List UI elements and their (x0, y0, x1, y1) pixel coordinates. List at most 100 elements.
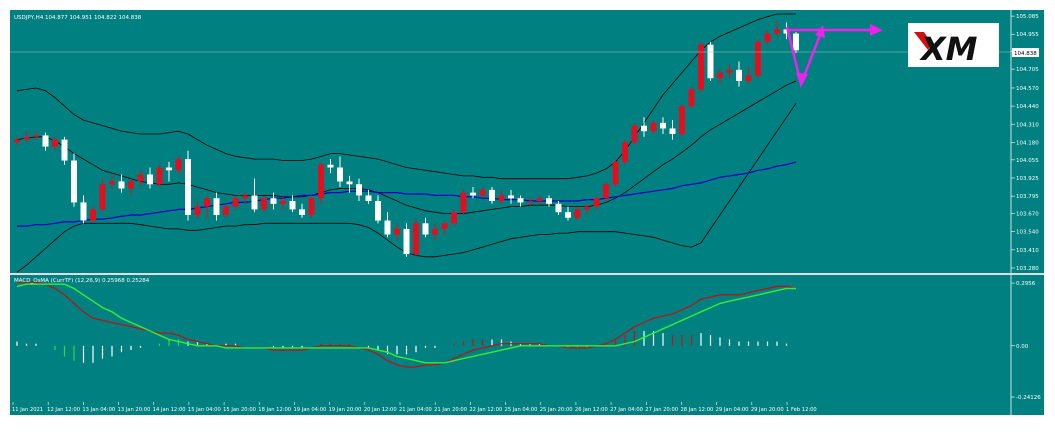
candle[interactable] (52, 136, 58, 151)
candle[interactable] (175, 156, 182, 175)
candle[interactable] (346, 175, 353, 193)
time-tick-label: 15 Jan 20:00 (223, 407, 256, 413)
candle[interactable] (574, 206, 581, 221)
candle[interactable] (394, 223, 400, 241)
candle-body (23, 136, 30, 140)
candle[interactable] (33, 131, 39, 140)
candle[interactable] (42, 132, 49, 151)
candle[interactable] (546, 195, 552, 207)
candle[interactable] (622, 139, 628, 165)
candle[interactable] (422, 217, 429, 238)
candle[interactable] (603, 181, 609, 202)
candle[interactable] (660, 117, 666, 135)
candle[interactable] (242, 192, 248, 204)
price-panel[interactable]: USDJPY,H4 104.877 104.951 104.822 104.83… (10, 10, 1039, 415)
candle[interactable] (726, 64, 733, 79)
candle[interactable] (384, 212, 391, 238)
candle[interactable] (194, 201, 201, 218)
candle[interactable] (90, 206, 96, 224)
candle[interactable] (698, 41, 704, 93)
candle-body (793, 33, 799, 51)
candle[interactable] (109, 174, 115, 189)
candle-body (109, 181, 115, 185)
candle[interactable] (23, 131, 30, 143)
candle[interactable] (223, 203, 229, 218)
candle[interactable] (337, 156, 343, 188)
candle[interactable] (736, 61, 742, 87)
candle[interactable] (80, 195, 87, 224)
candle[interactable] (451, 209, 457, 227)
candle[interactable] (641, 117, 647, 137)
candle[interactable] (299, 203, 305, 218)
candle[interactable] (318, 161, 324, 204)
macd-panel[interactable]: MACD_OsMA (CurrTF) (12,26,9) 0.25968 0.2… (14, 278, 1041, 401)
candle[interactable] (413, 217, 419, 257)
candle[interactable] (688, 86, 695, 109)
candle[interactable] (669, 120, 676, 140)
candle-body (631, 125, 638, 143)
candle[interactable] (14, 136, 20, 146)
candle[interactable] (365, 189, 372, 204)
candle[interactable] (308, 195, 315, 218)
candle[interactable] (280, 195, 286, 210)
candle[interactable] (432, 223, 438, 241)
candle[interactable] (289, 195, 296, 213)
candle[interactable] (375, 195, 381, 224)
candle[interactable] (128, 178, 134, 196)
candle[interactable] (137, 170, 144, 188)
candle[interactable] (489, 187, 495, 204)
candle[interactable] (527, 198, 533, 207)
candle[interactable] (793, 32, 799, 54)
candle[interactable] (631, 122, 638, 146)
candle-body (565, 212, 571, 218)
candle[interactable] (783, 22, 790, 40)
candle[interactable] (717, 69, 723, 84)
candle[interactable] (327, 159, 334, 174)
candle[interactable] (441, 220, 448, 235)
candle-body (603, 184, 609, 199)
candle[interactable] (470, 187, 476, 199)
candle[interactable] (517, 195, 524, 207)
candle[interactable] (707, 41, 714, 81)
candle[interactable] (251, 178, 258, 213)
candle[interactable] (565, 206, 571, 221)
candle[interactable] (745, 67, 752, 84)
candle[interactable] (156, 164, 163, 188)
candle[interactable] (555, 201, 562, 215)
candle[interactable] (403, 223, 410, 257)
candle[interactable] (612, 159, 619, 188)
candle-body (669, 128, 676, 135)
candle[interactable] (774, 20, 780, 37)
candle[interactable] (270, 192, 277, 210)
candle[interactable] (118, 174, 125, 193)
candle[interactable] (755, 39, 761, 79)
candle[interactable] (764, 30, 771, 45)
candle[interactable] (356, 178, 362, 202)
candle[interactable] (536, 195, 543, 204)
candle[interactable] (71, 153, 77, 207)
candle[interactable] (147, 167, 153, 189)
candle[interactable] (185, 150, 191, 221)
candle[interactable] (508, 189, 514, 204)
candle[interactable] (213, 192, 220, 221)
candle[interactable] (99, 178, 106, 213)
candle[interactable] (460, 189, 467, 215)
candle[interactable] (261, 195, 267, 213)
candle[interactable] (584, 203, 590, 215)
candle[interactable] (204, 195, 210, 218)
candles[interactable] (14, 20, 799, 257)
macd-tick-label: -0.24126 (1016, 395, 1041, 401)
candle[interactable] (498, 189, 505, 204)
projection-arrows (785, 24, 883, 89)
candle[interactable] (166, 161, 172, 182)
candle[interactable] (650, 120, 657, 135)
candle-body (346, 181, 353, 185)
candle[interactable] (679, 103, 685, 137)
time-tick-label: 27 Jan 04:00 (610, 407, 643, 413)
candle[interactable] (593, 195, 600, 210)
candle[interactable] (232, 195, 239, 210)
time-tick-label: 18 Jan 12:00 (258, 407, 291, 413)
candle[interactable] (61, 136, 68, 165)
candle[interactable] (479, 187, 486, 199)
